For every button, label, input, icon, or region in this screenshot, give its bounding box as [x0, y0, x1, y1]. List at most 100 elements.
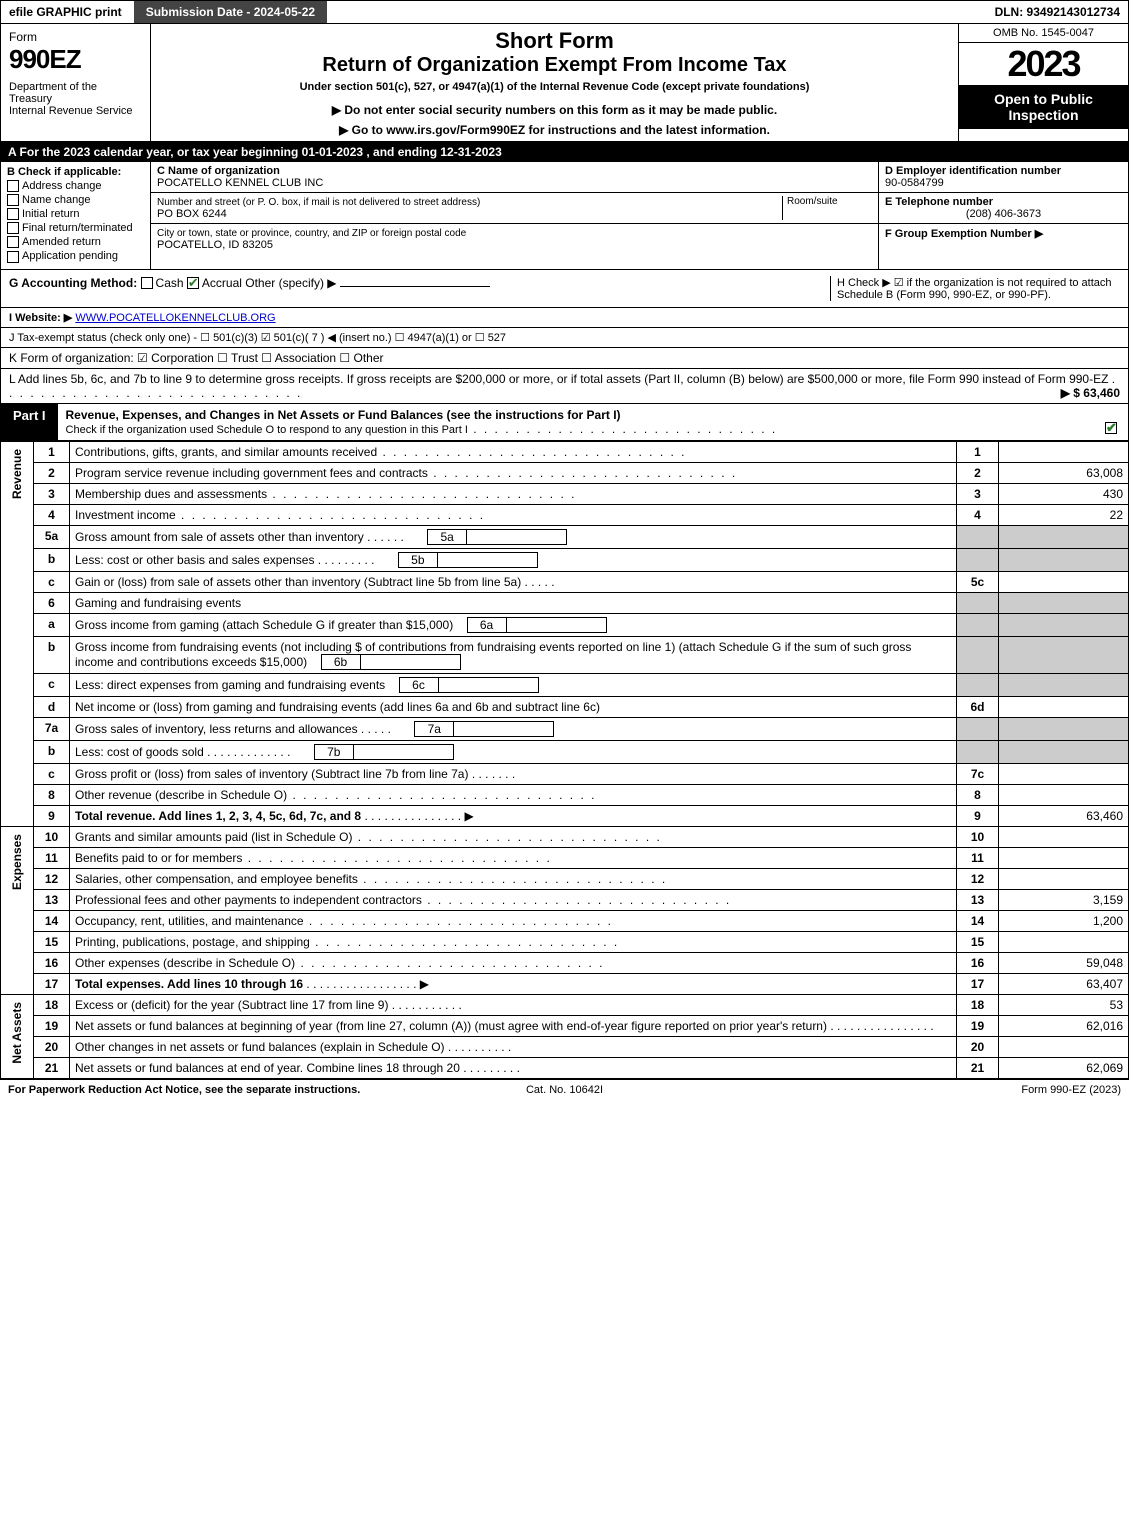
ln-6a-sub: 6a	[467, 617, 507, 633]
ln-14-val: 1,200	[999, 910, 1129, 931]
ln-7b-desc: Less: cost of goods sold	[75, 745, 204, 759]
chk-pending[interactable]: Application pending	[7, 250, 144, 262]
page-footer: For Paperwork Reduction Act Notice, see …	[0, 1079, 1129, 1100]
ln-13-desc: Professional fees and other payments to …	[75, 893, 422, 907]
ln-18-desc: Excess or (deficit) for the year (Subtra…	[75, 998, 388, 1012]
ln-17-val: 63,407	[999, 973, 1129, 994]
ln-5a-sub: 5a	[427, 529, 467, 545]
ln-20-box: 20	[957, 1036, 999, 1057]
ln-7c-box: 7c	[957, 763, 999, 784]
efile-link[interactable]: efile GRAPHIC print	[1, 1, 130, 23]
side-expenses: Expenses	[1, 826, 34, 994]
submission-date: Submission Date - 2024-05-22	[134, 1, 327, 23]
ln-19-desc: Net assets or fund balances at beginning…	[75, 1019, 827, 1033]
ln-6c-desc: Less: direct expenses from gaming and fu…	[75, 678, 385, 692]
ln-4-box: 4	[957, 504, 999, 525]
ln-6c-sub: 6c	[399, 677, 439, 693]
street: PO BOX 6244	[157, 208, 227, 220]
ln-13-val: 3,159	[999, 889, 1129, 910]
ln-9-box: 9	[957, 805, 999, 826]
ln-10-box: 10	[957, 826, 999, 847]
ln-1-val	[999, 441, 1129, 462]
ln-14-box: 14	[957, 910, 999, 931]
ein: 90-0584799	[885, 177, 944, 189]
ln-12-val	[999, 868, 1129, 889]
ln-16-desc: Other expenses (describe in Schedule O)	[75, 956, 295, 970]
website-link[interactable]: WWW.POCATELLOKENNELCLUB.ORG	[75, 312, 275, 324]
dln: DLN: 93492143012734	[987, 1, 1128, 23]
ln-9-desc: Total revenue. Add lines 1, 2, 3, 4, 5c,…	[75, 809, 361, 823]
row-a: A For the 2023 calendar year, or tax yea…	[0, 142, 1129, 162]
col-b: B Check if applicable: Address change Na…	[1, 162, 151, 269]
chk-name-change[interactable]: Name change	[7, 194, 144, 206]
other-label: Other (specify) ▶	[245, 276, 336, 290]
ln-6d-val	[999, 696, 1129, 717]
omb-number: OMB No. 1545-0047	[959, 24, 1128, 43]
l-text: L Add lines 5b, 6c, and 7b to line 9 to …	[9, 372, 1108, 386]
ln-20-val	[999, 1036, 1129, 1057]
i-label: I Website: ▶	[9, 312, 72, 324]
title-short-form: Short Form	[161, 28, 948, 54]
c-label: C Name of organization	[157, 165, 280, 177]
ln-12-box: 12	[957, 868, 999, 889]
ln-5c-val	[999, 571, 1129, 592]
ln-17-desc: Total expenses. Add lines 10 through 16	[75, 977, 303, 991]
side-revenue: Revenue	[1, 441, 34, 826]
chk-final-return[interactable]: Final return/terminated	[7, 222, 144, 234]
part1-header: Part I Revenue, Expenses, and Changes in…	[0, 404, 1129, 441]
e-label: E Telephone number	[885, 196, 993, 208]
ln-6a-desc: Gross income from gaming (attach Schedul…	[75, 618, 453, 632]
ln-6b-desc: Gross income from fundraising events (no…	[75, 640, 911, 669]
ln-2-val: 63,008	[999, 462, 1129, 483]
section-i: I Website: ▶ WWW.POCATELLOKENNELCLUB.ORG	[0, 308, 1129, 328]
ln-6d-box: 6d	[957, 696, 999, 717]
chk-initial-return[interactable]: Initial return	[7, 208, 144, 220]
chk-amended[interactable]: Amended return	[7, 236, 144, 248]
tax-year: 2023	[959, 43, 1128, 85]
ln-10-val	[999, 826, 1129, 847]
ln-1: 1	[34, 441, 70, 462]
subtitle: Under section 501(c), 527, or 4947(a)(1)…	[161, 81, 948, 93]
note-goto: ▶ Go to www.irs.gov/Form990EZ for instru…	[161, 123, 948, 137]
header-left: Form 990EZ Department of the Treasury In…	[1, 24, 151, 141]
ln-7a-desc: Gross sales of inventory, less returns a…	[75, 722, 358, 736]
ln-8-box: 8	[957, 784, 999, 805]
ln-7a-sub: 7a	[414, 721, 454, 737]
section-j: J Tax-exempt status (check only one) - ☐…	[0, 328, 1129, 348]
chk-accrual[interactable]	[187, 277, 199, 289]
ln-13-box: 13	[957, 889, 999, 910]
dept-label: Department of the Treasury Internal Reve…	[9, 81, 142, 117]
ln-20-desc: Other changes in net assets or fund bala…	[75, 1040, 445, 1054]
h-text: H Check ▶ ☑ if the organization is not r…	[830, 276, 1120, 301]
ln-6d-desc: Net income or (loss) from gaming and fun…	[75, 700, 600, 714]
ln-9-val: 63,460	[999, 805, 1129, 826]
cash-label: Cash	[156, 276, 184, 290]
ln-11-box: 11	[957, 847, 999, 868]
header-center: Short Form Return of Organization Exempt…	[151, 24, 958, 141]
telephone: (208) 406-3673	[885, 208, 1122, 220]
ln-3-val: 430	[999, 483, 1129, 504]
ln-1-box: 1	[957, 441, 999, 462]
note-ssn: ▶ Do not enter social security numbers o…	[161, 103, 948, 117]
city: POCATELLO, ID 83205	[157, 239, 273, 251]
ln-14-desc: Occupancy, rent, utilities, and maintena…	[75, 914, 304, 928]
ln-11-desc: Benefits paid to or for members	[75, 851, 242, 865]
ln-1-desc: Contributions, gifts, grants, and simila…	[75, 445, 377, 459]
ln-18-box: 18	[957, 994, 999, 1015]
part1-title: Revenue, Expenses, and Changes in Net As…	[58, 404, 1128, 440]
ln-8-val	[999, 784, 1129, 805]
top-bar: efile GRAPHIC print Submission Date - 20…	[0, 0, 1129, 24]
ln-2-box: 2	[957, 462, 999, 483]
chk-schedule-o[interactable]	[1105, 422, 1117, 434]
ln-15-desc: Printing, publications, postage, and shi…	[75, 935, 310, 949]
chk-address-change[interactable]: Address change	[7, 180, 144, 192]
street-label: Number and street (or P. O. box, if mail…	[157, 197, 480, 208]
form-header: Form 990EZ Department of the Treasury In…	[0, 24, 1129, 142]
accrual-label: Accrual	[202, 276, 242, 290]
section-bcdef: B Check if applicable: Address change Na…	[0, 162, 1129, 270]
ln-8-desc: Other revenue (describe in Schedule O)	[75, 788, 287, 802]
org-name: POCATELLO KENNEL CLUB INC	[157, 177, 323, 189]
chk-cash[interactable]	[141, 277, 153, 289]
part1-table: Revenue 1 Contributions, gifts, grants, …	[0, 441, 1129, 1079]
part1-label: Part I	[1, 404, 58, 440]
